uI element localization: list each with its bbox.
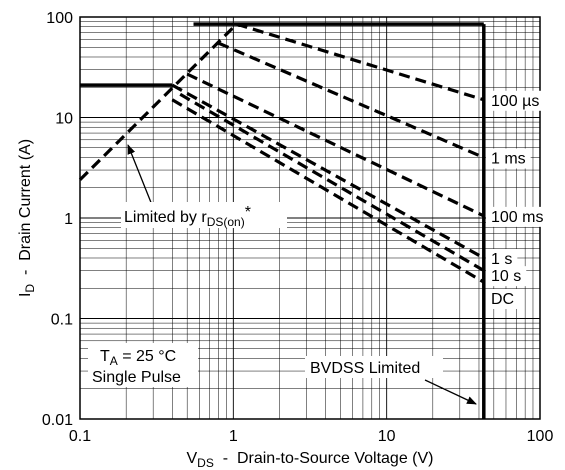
curve-label-text: 100 µs bbox=[491, 93, 539, 110]
limited-by-label: Limited by rDS(on)* bbox=[124, 204, 251, 229]
conditions-label-bg bbox=[88, 343, 198, 387]
curve-label-bg bbox=[486, 90, 545, 111]
curve-labels: 100 µs 1 ms 100 ms 1 s10 s DC bbox=[486, 90, 549, 309]
curve-label: 1 s bbox=[486, 248, 518, 269]
limited-by-label-bg bbox=[121, 202, 287, 228]
conditions-line1: TA = 25 °C bbox=[100, 348, 176, 368]
y-tick-label: 100 bbox=[46, 10, 73, 27]
x-tick-label: 10 bbox=[378, 428, 396, 445]
curve-label: 100 ms bbox=[486, 206, 549, 227]
y-axis-title: ID - Drain Current (A) bbox=[17, 139, 37, 297]
series-line-1-s bbox=[171, 83, 485, 260]
series-line-dc bbox=[171, 98, 485, 284]
series-lines bbox=[78, 22, 485, 284]
series-line-1-ms bbox=[217, 41, 485, 159]
series-line-100-s bbox=[236, 22, 485, 102]
y-tick-label: 10 bbox=[55, 111, 73, 128]
y-tick-label: 0.01 bbox=[42, 412, 73, 429]
curve-label-bg bbox=[486, 266, 527, 287]
curve-label-text: 100 ms bbox=[491, 209, 543, 226]
curve-label: 10 s bbox=[486, 266, 527, 287]
bvdss-label-bg bbox=[305, 356, 443, 378]
y-tick-label: 0.1 bbox=[51, 312, 73, 329]
curve-label: DC bbox=[486, 288, 520, 309]
curve-label: 100 µs bbox=[486, 90, 545, 111]
x-axis-title: VDS - Drain-to-Source Voltage (V) bbox=[187, 450, 434, 470]
curve-label-bg bbox=[486, 148, 531, 169]
curve-label-text: 1 ms bbox=[491, 150, 526, 167]
x-tick-labels: 0.1 1 10 100 bbox=[69, 428, 554, 445]
series-line-100-ms bbox=[186, 72, 485, 218]
conditions-line2: Single Pulse bbox=[92, 369, 181, 386]
curve-label-bg bbox=[486, 206, 549, 227]
bvdss-arrow bbox=[424, 379, 477, 405]
y-tick-label: 1 bbox=[64, 211, 73, 228]
y-tick-labels: 0.01 0.1 1 10 100 bbox=[42, 10, 73, 429]
x-tick-label: 0.1 bbox=[69, 428, 91, 445]
bvdss-label: BVDSS Limited bbox=[310, 360, 420, 377]
x-tick-label: 1 bbox=[229, 428, 238, 445]
curve-label-bg bbox=[486, 288, 520, 309]
x-tick-label: 100 bbox=[527, 428, 554, 445]
series-line-10-s bbox=[179, 92, 485, 272]
curve-label-text: 10 s bbox=[491, 268, 521, 285]
curve-label-text: 1 s bbox=[491, 251, 512, 268]
curve-label-bg bbox=[486, 248, 518, 269]
curve-label: 1 ms bbox=[486, 148, 531, 169]
series-line-rds-on-limit bbox=[78, 22, 238, 181]
limited-by-arrow bbox=[127, 144, 153, 206]
curve-label-text: DC bbox=[491, 291, 514, 308]
